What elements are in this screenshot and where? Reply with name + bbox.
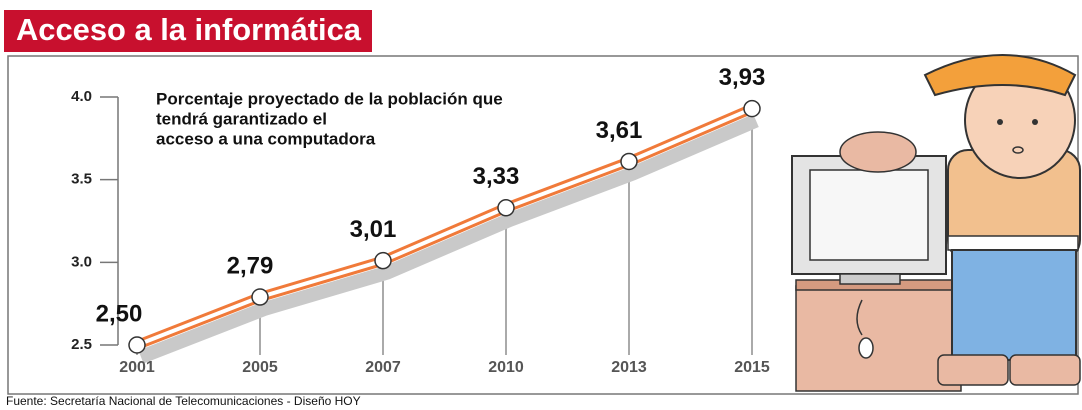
value-label: 3,61 [596,117,643,144]
illustration [791,54,1081,392]
x-tick-label: 2013 [611,359,647,376]
source: Fuente: Secretaría Nacional de Telecomun… [6,394,361,408]
point [497,199,515,217]
y-tick-label: 2.5 [71,336,92,353]
x-tick-label: 2015 [734,359,770,376]
value-label: 3,93 [719,64,766,91]
y-tick-label: 3.0 [71,253,92,270]
line-inner [136,106,753,347]
x-tick-label: 2007 [365,359,401,376]
value-label: 2,50 [96,300,143,327]
subtitle: Porcentaje proyectado de la población qu… [156,89,503,108]
point [620,152,638,171]
value-label: 3,01 [350,216,397,243]
subtitle: tendrá garantizado el [156,109,327,128]
y-tick-label: 3.5 [71,171,92,188]
x-tick-label: 2010 [488,359,524,376]
point [743,99,761,118]
y-tick-label: 4.0 [71,88,92,105]
x-tick-label: 2005 [242,359,278,376]
value-label: 2,79 [227,252,274,279]
point [251,288,269,306]
x-tick-label: 2001 [119,359,155,376]
subtitle: acceso a una computadora [156,129,376,148]
point [128,336,146,354]
title-banner [4,10,372,52]
line-shadow [138,114,759,364]
chart-title: Acceso a la informática [16,12,362,47]
value-label: 3,33 [473,163,520,190]
point [374,251,392,270]
